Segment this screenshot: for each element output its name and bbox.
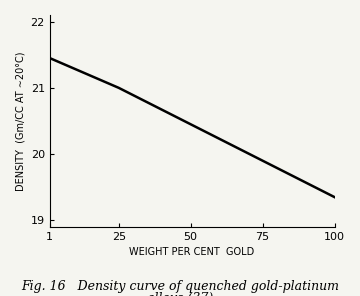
Text: alloys (37): alloys (37) bbox=[147, 292, 213, 296]
X-axis label: WEIGHT PER CENT  GOLD: WEIGHT PER CENT GOLD bbox=[130, 247, 255, 257]
Text: Fig. 16   Density curve of quenched gold-platinum: Fig. 16 Density curve of quenched gold-p… bbox=[21, 280, 339, 293]
Y-axis label: DENSITY  (Gm/CC AT ∼20°C): DENSITY (Gm/CC AT ∼20°C) bbox=[15, 51, 25, 191]
